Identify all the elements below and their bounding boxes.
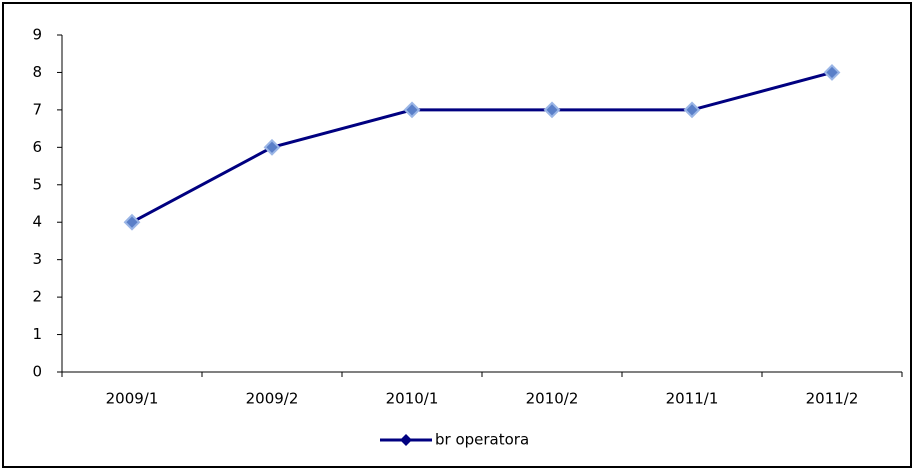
data-point [823,64,841,81]
y-tick-label: 9 [32,26,42,44]
y-tick-label: 7 [32,100,42,118]
data-point [543,101,561,119]
y-tick-label: 0 [32,363,42,381]
y-tick-label: 3 [32,250,42,268]
data-point [683,101,701,119]
y-tick-label: 6 [32,138,42,156]
series-line [131,70,833,224]
legend-label: br operatora [435,431,529,449]
x-tick-label: 2009/1 [106,390,159,408]
y-tick-label: 8 [32,63,42,81]
x-tick-label: 2011/2 [806,390,859,408]
x-tick-label: 2011/1 [666,390,719,408]
y-tick-label: 2 [32,288,42,306]
data-point [263,138,281,156]
x-tick-label: 2009/2 [246,390,299,408]
legend-marker [400,434,412,446]
data-point [123,213,141,231]
y-tick-label: 4 [32,213,42,231]
x-tick-label: 2010/2 [526,390,579,408]
y-tick-label: 5 [32,175,42,193]
y-tick-label: 1 [32,325,42,343]
data-point [403,101,421,119]
x-tick-label: 2010/1 [386,390,439,408]
